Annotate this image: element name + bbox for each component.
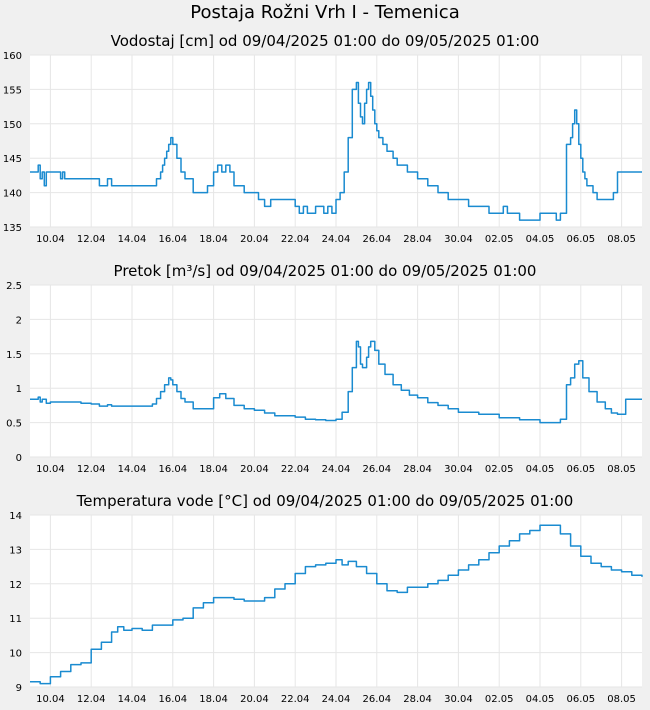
y-tick-label: 160 [3, 51, 22, 62]
y-tick-label: 140 [3, 189, 22, 200]
x-tick-label: 24.04 [322, 464, 351, 475]
x-tick-label: 14.04 [118, 464, 147, 475]
x-tick-label: 02.05 [485, 694, 514, 705]
x-tick-label: 26.04 [362, 694, 391, 705]
x-tick-label: 22.04 [281, 234, 310, 245]
x-tick-label: 22.04 [281, 464, 310, 475]
x-tick-label: 12.04 [77, 464, 106, 475]
x-tick-label: 18.04 [199, 234, 228, 245]
x-tick-label: 10.04 [36, 234, 65, 245]
x-tick-label: 08.05 [607, 694, 636, 705]
x-tick-label: 08.05 [607, 234, 636, 245]
series-line [30, 524, 643, 685]
x-tick-label: 18.04 [199, 464, 228, 475]
y-tick-label: 2.5 [6, 281, 22, 292]
series-line [30, 81, 642, 221]
chart-title: Vodostaj [cm] od 09/04/2025 01:00 do 09/… [111, 32, 540, 50]
x-tick-label: 06.05 [566, 464, 595, 475]
x-tick-label: 06.05 [566, 234, 595, 245]
x-tick-label: 30.04 [444, 694, 473, 705]
y-tick-label: 14 [9, 511, 22, 522]
x-tick-label: 16.04 [158, 694, 187, 705]
x-tick-label: 02.05 [485, 234, 514, 245]
x-tick-label: 16.04 [158, 234, 187, 245]
x-tick-label: 24.04 [322, 234, 351, 245]
x-tick-label: 04.05 [526, 234, 555, 245]
y-tick-label: 13 [9, 545, 22, 556]
x-tick-label: 12.04 [77, 694, 106, 705]
x-tick-label: 20.04 [240, 464, 269, 475]
y-tick-label: 11 [9, 614, 22, 625]
y-tick-label: 145 [3, 154, 22, 165]
x-tick-label: 26.04 [362, 464, 391, 475]
y-tick-label: 0.5 [6, 419, 22, 430]
x-tick-label: 12.04 [77, 234, 106, 245]
chart-panel-2: Pretok [m³/s] od 09/04/2025 01:00 do 09/… [6, 262, 642, 475]
y-tick-label: 150 [3, 120, 22, 131]
y-tick-label: 1.5 [6, 350, 22, 361]
x-tick-label: 06.05 [566, 694, 595, 705]
y-tick-label: 12 [9, 580, 22, 591]
chart-panel-1: Vodostaj [cm] od 09/04/2025 01:00 do 09/… [3, 32, 642, 245]
x-tick-label: 24.04 [322, 694, 351, 705]
x-tick-label: 14.04 [118, 694, 147, 705]
x-tick-label: 22.04 [281, 694, 310, 705]
x-tick-label: 14.04 [118, 234, 147, 245]
x-tick-label: 30.04 [444, 464, 473, 475]
x-tick-label: 04.05 [526, 694, 555, 705]
chart-title: Pretok [m³/s] od 09/04/2025 01:00 do 09/… [114, 262, 537, 280]
y-tick-label: 10 [9, 649, 22, 660]
x-tick-label: 30.04 [444, 234, 473, 245]
y-tick-label: 1 [16, 384, 22, 395]
x-tick-label: 10.04 [36, 694, 65, 705]
x-tick-label: 28.04 [403, 464, 432, 475]
x-tick-label: 02.05 [485, 464, 514, 475]
series-line [30, 340, 642, 424]
x-tick-label: 18.04 [199, 694, 228, 705]
y-tick-label: 2 [16, 315, 22, 326]
x-tick-label: 28.04 [403, 694, 432, 705]
page-title: Postaja Rožni Vrh I - Temenica [190, 2, 460, 23]
x-tick-label: 08.05 [607, 464, 636, 475]
y-tick-label: 0 [16, 453, 22, 464]
y-tick-label: 135 [3, 223, 22, 234]
y-tick-label: 155 [3, 85, 22, 96]
chart-title: Temperatura vode [°C] od 09/04/2025 01:0… [76, 492, 574, 510]
y-tick-label: 9 [16, 683, 22, 694]
x-tick-label: 20.04 [240, 234, 269, 245]
x-tick-label: 28.04 [403, 234, 432, 245]
x-tick-label: 10.04 [36, 464, 65, 475]
x-tick-label: 20.04 [240, 694, 269, 705]
x-tick-label: 04.05 [526, 464, 555, 475]
chart-panel-3: Temperatura vode [°C] od 09/04/2025 01:0… [9, 492, 643, 705]
x-tick-label: 16.04 [158, 464, 187, 475]
x-tick-label: 26.04 [362, 234, 391, 245]
